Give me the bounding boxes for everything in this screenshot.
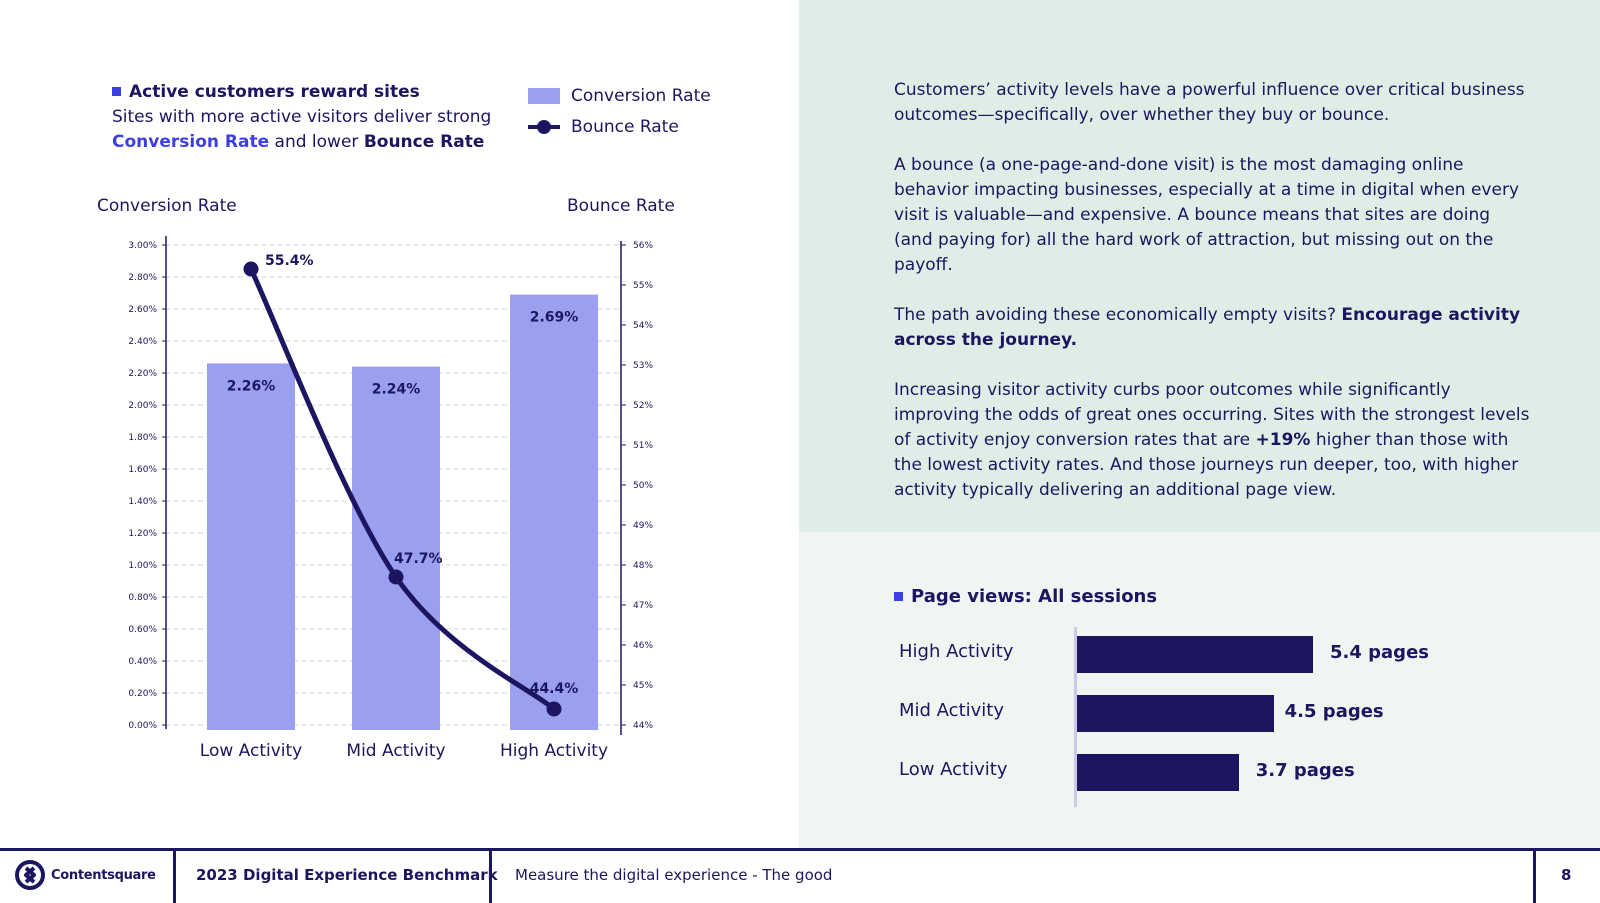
line-data-label: 55.4% bbox=[265, 253, 314, 269]
footer: Contentsquare 2023 Digital Experience Be… bbox=[0, 848, 1600, 903]
page-views-title: Page views: All sessions bbox=[894, 586, 1157, 607]
report-title: 2023 Digital Experience Benchmark bbox=[196, 866, 498, 884]
square-bullet-icon bbox=[112, 87, 121, 96]
left-tick-label: 2.00% bbox=[128, 401, 157, 411]
right-tick-label: 52% bbox=[633, 401, 653, 411]
right-tick-label: 49% bbox=[633, 521, 653, 531]
chart-legend: Conversion Rate Bounce Rate bbox=[528, 80, 711, 142]
page-views-bar-high-activity bbox=[1077, 636, 1313, 673]
footer-divider bbox=[489, 851, 492, 903]
right-tick-label: 45% bbox=[633, 681, 653, 691]
left-tick-label: 1.20% bbox=[128, 529, 157, 539]
right-tick-label: 48% bbox=[633, 561, 653, 571]
page-views-label: High Activity bbox=[899, 641, 1014, 662]
chart-header: Active customers reward sites Sites with… bbox=[112, 80, 492, 155]
legend-item-bounce: Bounce Rate bbox=[528, 111, 711, 142]
paragraph-2: A bounce (a one-page-and-done visit) is … bbox=[894, 155, 1519, 275]
page-views-value: 3.7 pages bbox=[1255, 760, 1355, 781]
left-tick-label: 2.80% bbox=[128, 273, 157, 283]
left-tick-label: 2.40% bbox=[128, 337, 157, 347]
right-tick-label: 46% bbox=[633, 641, 653, 651]
page-views-label: Mid Activity bbox=[899, 700, 1004, 721]
page-views-value: 4.5 pages bbox=[1284, 701, 1384, 722]
contentsquare-logo-icon bbox=[15, 860, 45, 890]
footer-divider bbox=[1533, 851, 1536, 903]
left-tick-label: 2.60% bbox=[128, 305, 157, 315]
right-tick-label: 53% bbox=[633, 361, 653, 371]
right-axis-title: Bounce Rate bbox=[567, 196, 675, 216]
combo-chart: 0.00% 0.20% 0.40% 0.60% 0.80% 1.00% 1.20% 1.40%… bbox=[128, 236, 653, 761]
bar-data-label: 2.69% bbox=[530, 310, 579, 326]
left-tick-label: 0.40% bbox=[128, 657, 157, 667]
left-tick-label: 1.60% bbox=[128, 465, 157, 475]
line-marker-icon bbox=[528, 119, 560, 135]
brand-logo[interactable]: Contentsquare bbox=[14, 859, 156, 891]
right-tick-label: 51% bbox=[633, 441, 653, 451]
legend-item-conversion: Conversion Rate bbox=[528, 80, 711, 111]
page-views-axis bbox=[1074, 627, 1077, 807]
left-tick-label: 3.00% bbox=[128, 241, 157, 251]
bounce-rate-point bbox=[388, 569, 404, 585]
right-tick-label: 56% bbox=[633, 241, 653, 251]
bar-low-activity bbox=[207, 363, 295, 730]
right-top-panel bbox=[799, 0, 1600, 532]
brand-name: Contentsquare bbox=[51, 867, 156, 883]
bar-high-activity bbox=[510, 294, 598, 730]
left-tick-label: 2.20% bbox=[128, 369, 157, 379]
right-tick-label: 47% bbox=[633, 601, 653, 611]
left-axis-title: Conversion Rate bbox=[97, 196, 237, 216]
bar-data-label: 2.26% bbox=[227, 378, 276, 394]
section-title: Measure the digital experience - The goo… bbox=[515, 866, 833, 884]
right-tick-label: 54% bbox=[633, 321, 653, 331]
category-label: Mid Activity bbox=[346, 741, 445, 761]
left-tick-label: 1.80% bbox=[128, 433, 157, 443]
page-views-value: 5.4 pages bbox=[1330, 642, 1429, 663]
square-bullet-icon bbox=[894, 592, 903, 601]
left-tick-label: 0.60% bbox=[128, 625, 157, 635]
line-data-label: 47.7% bbox=[394, 551, 443, 567]
left-tick-label: 1.00% bbox=[128, 561, 157, 571]
left-tick-label: 1.40% bbox=[128, 497, 157, 507]
bar-mid-activity bbox=[352, 366, 440, 730]
page-views-bar-mid-activity bbox=[1077, 695, 1274, 732]
chart-title: Active customers reward sites bbox=[112, 80, 492, 105]
right-tick-label: 44% bbox=[633, 721, 653, 731]
page-views-label: Low Activity bbox=[899, 759, 1008, 780]
paragraph-1: Customers’ activity levels have a powerf… bbox=[894, 80, 1525, 125]
page-views-bar-low-activity bbox=[1077, 754, 1239, 791]
right-tick-label: 50% bbox=[633, 481, 653, 491]
bounce-rate-line bbox=[248, 266, 557, 712]
bounce-rate-point bbox=[546, 701, 562, 717]
chart-subtitle: Sites with more active visitors deliver … bbox=[112, 107, 492, 152]
bar-swatch-icon bbox=[528, 87, 560, 104]
right-tick-label: 55% bbox=[633, 281, 653, 291]
page-number: 8 bbox=[1561, 866, 1572, 884]
paragraph-4: Increasing visitor activity curbs poor o… bbox=[894, 380, 1530, 500]
paragraph-3: The path avoiding these economically emp… bbox=[894, 305, 1521, 350]
bar-data-label: 2.24% bbox=[372, 382, 421, 398]
right-bottom-panel bbox=[799, 532, 1600, 848]
line-data-label: 44.4% bbox=[530, 681, 579, 697]
bounce-rate-point bbox=[243, 261, 259, 277]
prose-block: Customers’ activity levels have a powerf… bbox=[894, 78, 1534, 528]
category-label: High Activity bbox=[500, 741, 608, 761]
category-label: Low Activity bbox=[200, 741, 302, 761]
left-tick-label: 0.20% bbox=[128, 689, 157, 699]
left-tick-label: 0.00% bbox=[128, 721, 157, 731]
left-tick-label: 0.80% bbox=[128, 593, 157, 603]
footer-divider bbox=[173, 851, 176, 903]
